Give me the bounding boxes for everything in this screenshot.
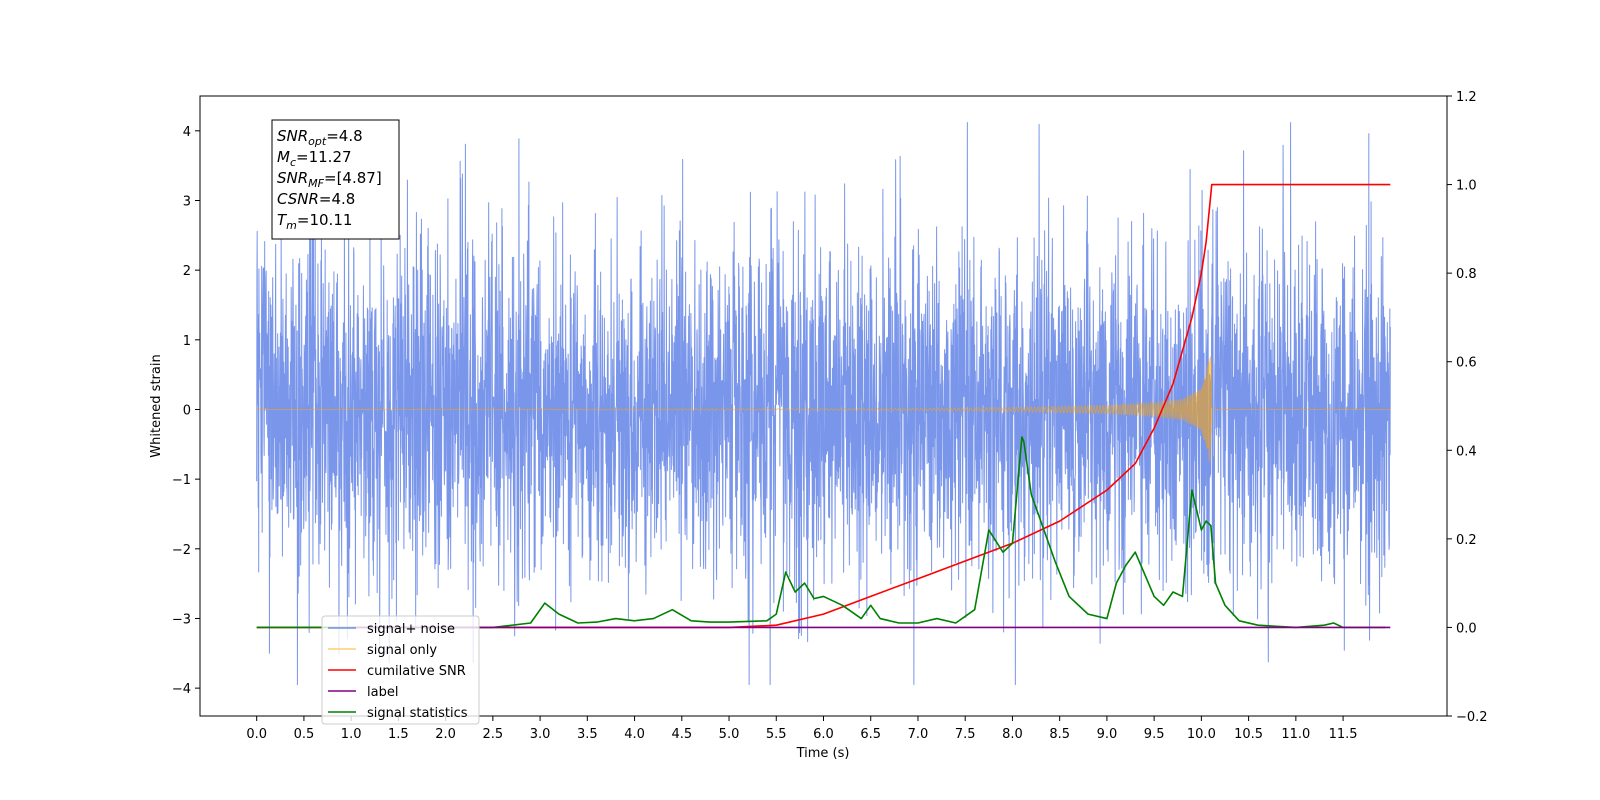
left-y-tick-label: 2 — [183, 264, 191, 279]
annotation-value: =[4.87] — [324, 169, 382, 187]
legend-label: cumilative SNR — [367, 664, 466, 679]
x-tick-label: 8.0 — [1002, 727, 1023, 742]
x-tick-label: 1.0 — [341, 727, 362, 742]
annotation-value: =4.8 — [319, 190, 355, 208]
x-tick-label: 7.5 — [955, 727, 976, 742]
x-tick-label: 0.5 — [294, 727, 315, 742]
legend-label: signal+ noise — [367, 622, 455, 637]
x-tick-label: 4.5 — [671, 727, 692, 742]
x-tick-label: 0.0 — [246, 727, 267, 742]
x-tick-label: 5.0 — [719, 727, 740, 742]
annotation-box: SNRopt=4.8Mc=11.27SNRMF=[4.87]CSNR=4.8Tm… — [271, 119, 400, 240]
annotation-frame — [271, 119, 400, 240]
left-y-axis-title: Whitened strain — [149, 354, 164, 457]
annotation-line: Mc=11.27 — [277, 148, 352, 169]
left-y-tick-label: −1 — [172, 473, 191, 488]
right-y-tick-label: 1.2 — [1456, 90, 1477, 105]
left-y-tick-label: 4 — [183, 125, 191, 140]
annotation-symbol: T — [277, 211, 288, 229]
x-axis-title: Time (s) — [796, 746, 850, 761]
series-line — [256, 436, 1386, 629]
noise-trace — [256, 121, 1391, 686]
series-signal-noise — [256, 121, 1391, 686]
series-signal-statistics — [256, 436, 1386, 629]
x-axis-ticks: 0.0 0.5 1.0 1.5 2.0 2.5 3.0 3.5 4.0 4.5 5.0 5.5 6.0 6… — [246, 716, 1358, 742]
annotation-symbol: SNR — [277, 127, 308, 145]
legend-label: label — [367, 685, 398, 700]
annotation-subscript: opt — [308, 135, 327, 148]
series-signal-only — [256, 355, 1391, 462]
x-tick-label: 4.0 — [624, 727, 645, 742]
annotation-value: =10.11 — [297, 211, 353, 229]
x-tick-label: 6.5 — [860, 727, 881, 742]
annotation-value: =11.27 — [296, 148, 352, 166]
x-tick-label: 6.0 — [813, 727, 834, 742]
right-y-tick-label: −0.2 — [1456, 710, 1488, 725]
left-y-tick-label: 3 — [183, 194, 191, 209]
left-y-tick-label: −2 — [172, 543, 191, 558]
left-y-tick-label: −3 — [172, 612, 191, 627]
right-y-axis-ticks: −0.2 0.0 0.2 0.4 0.6 0.8 1.0 1.2 — [1447, 90, 1488, 725]
annotation-line: SNRMF=[4.87] — [277, 169, 382, 190]
legend-label: signal statistics — [367, 706, 468, 721]
x-tick-label: 11.0 — [1281, 727, 1310, 742]
x-tick-label: 1.5 — [388, 727, 409, 742]
legend: signal+ noise signal only cumilative SNR la… — [321, 615, 480, 725]
right-y-tick-label: 0.2 — [1456, 533, 1477, 548]
right-y-tick-label: 0.8 — [1456, 267, 1477, 282]
x-tick-label: 3.0 — [530, 727, 551, 742]
annotation-line: CSNR=4.8 — [277, 190, 355, 208]
x-tick-label: 11.5 — [1329, 727, 1358, 742]
right-y-tick-label: 0.4 — [1456, 444, 1477, 459]
x-tick-label: 2.0 — [435, 727, 456, 742]
left-y-tick-label: 1 — [183, 334, 191, 349]
x-tick-label: 10.0 — [1187, 727, 1216, 742]
annotation-line: Tm=10.11 — [277, 211, 352, 232]
left-y-tick-label: 0 — [183, 403, 191, 418]
right-y-tick-label: 0.6 — [1456, 356, 1477, 371]
annotation-symbol: M — [277, 148, 290, 166]
x-tick-label: 8.5 — [1049, 727, 1070, 742]
legend-label: signal only — [367, 643, 437, 658]
annotation-line: SNRopt=4.8 — [277, 127, 363, 148]
legend-item: signal+ noise — [328, 622, 455, 637]
right-y-tick-label: 1.0 — [1456, 179, 1477, 194]
legend-item: cumilative SNR — [328, 664, 466, 679]
series-cumilative-snr — [256, 183, 1391, 629]
legend-item: signal only — [328, 643, 437, 658]
x-tick-label: 10.5 — [1234, 727, 1263, 742]
legend-frame — [321, 615, 480, 725]
x-tick-label: 7.0 — [908, 727, 929, 742]
series-layer — [256, 121, 1391, 686]
x-tick-label: 2.5 — [483, 727, 504, 742]
annotation-symbol: CSNR — [277, 190, 319, 208]
legend-item: label — [328, 685, 398, 700]
x-tick-label: 9.0 — [1097, 727, 1118, 742]
x-tick-label: 9.5 — [1144, 727, 1165, 742]
annotation-subscript: c — [290, 156, 296, 169]
x-tick-label: 3.5 — [577, 727, 598, 742]
left-y-axis-ticks: −4 −3 −2 −1 0 1 2 3 4 — [172, 125, 200, 697]
annotation-symbol: SNR — [277, 169, 308, 187]
legend-item: signal statistics — [328, 706, 468, 721]
x-tick-label: 5.5 — [766, 727, 787, 742]
right-y-tick-label: 0.0 — [1456, 621, 1477, 636]
cumulative-snr-line — [256, 183, 1391, 629]
annotation-value: =4.8 — [326, 127, 362, 145]
annotation-subscript: m — [286, 219, 297, 232]
annotation-subscript: MF — [308, 177, 324, 190]
left-y-tick-label: −4 — [172, 682, 191, 697]
chirp-trace — [256, 355, 1391, 462]
